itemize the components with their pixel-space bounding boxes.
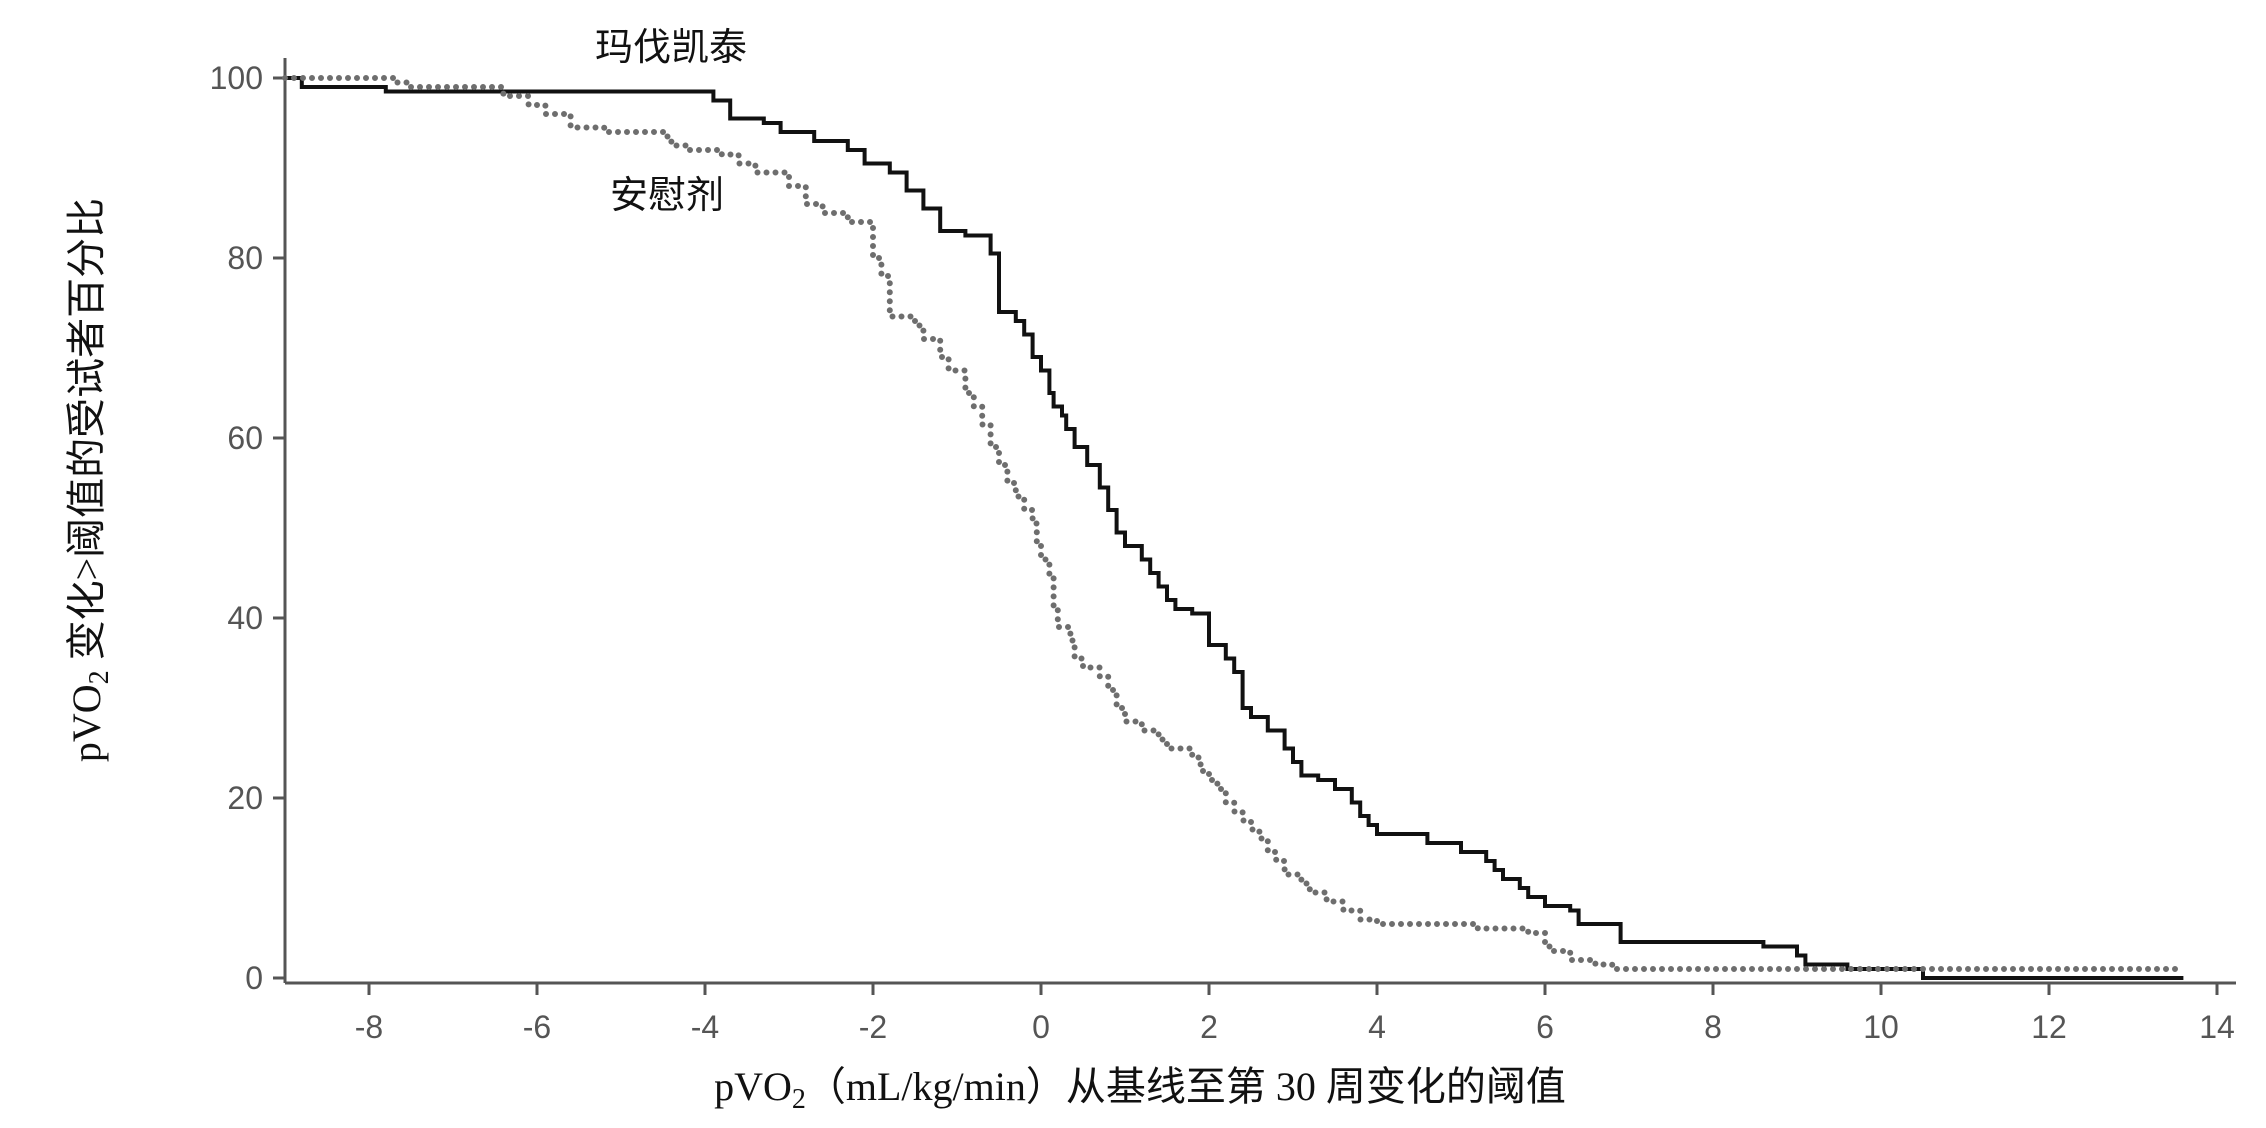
axes: -8 -6 -4 -2 0 2 4 6 8 10 12 14 0 20 40 60 80 100 (210, 58, 2236, 1045)
x-tick-label: 12 (2031, 1009, 2067, 1045)
y-tick-label: 100 (210, 60, 263, 96)
y-ticks: 0 20 40 60 80 100 (210, 60, 285, 996)
series-layer (282, 75, 2187, 980)
series-label-drug: 玛伐凯泰 (595, 25, 747, 69)
x-tick-label: -8 (355, 1009, 383, 1045)
x-tick-label: 4 (1368, 1009, 1386, 1045)
x-tick-label: -6 (523, 1009, 551, 1045)
y-tick-label: 40 (227, 600, 263, 636)
x-tick-label: 10 (1863, 1009, 1899, 1045)
series-line-drug (285, 76, 2184, 980)
y-tick-label: 60 (227, 420, 263, 456)
y-tick-label: 80 (227, 240, 263, 276)
y-axis-title-sub: 2 (84, 670, 115, 684)
series-label-placebo: 安慰剂 (610, 173, 724, 217)
x-tick-label: 14 (2199, 1009, 2235, 1045)
x-axis-title-pre: pVO (714, 1064, 792, 1109)
x-tick-label: 8 (1704, 1009, 1722, 1045)
x-ticks: -8 -6 -4 -2 0 2 4 6 8 10 12 14 (355, 983, 2235, 1045)
series-line-placebo (282, 75, 2187, 972)
x-tick-label: -2 (859, 1009, 887, 1045)
x-tick-label: 2 (1200, 1009, 1218, 1045)
y-axis-title-pre: pVO (64, 684, 109, 762)
x-axis-title: pVO2（mL/kg/min）从基线至第 30 周变化的阈值 (714, 1064, 1566, 1115)
x-tick-label: -4 (691, 1009, 719, 1045)
x-tick-label: 6 (1536, 1009, 1554, 1045)
y-axis-title: pVO2 变化>阈值的受试者百分比 (64, 198, 115, 762)
y-axis-title-post: 变化>阈值的受试者百分比 (64, 198, 109, 671)
x-tick-label: 0 (1032, 1009, 1050, 1045)
x-axis-title-post: （mL/kg/min）从基线至第 30 周变化的阈值 (806, 1064, 1566, 1109)
y-tick-label: 0 (245, 960, 263, 996)
x-axis-title-sub: 2 (792, 1084, 806, 1115)
y-tick-label: 20 (227, 780, 263, 816)
